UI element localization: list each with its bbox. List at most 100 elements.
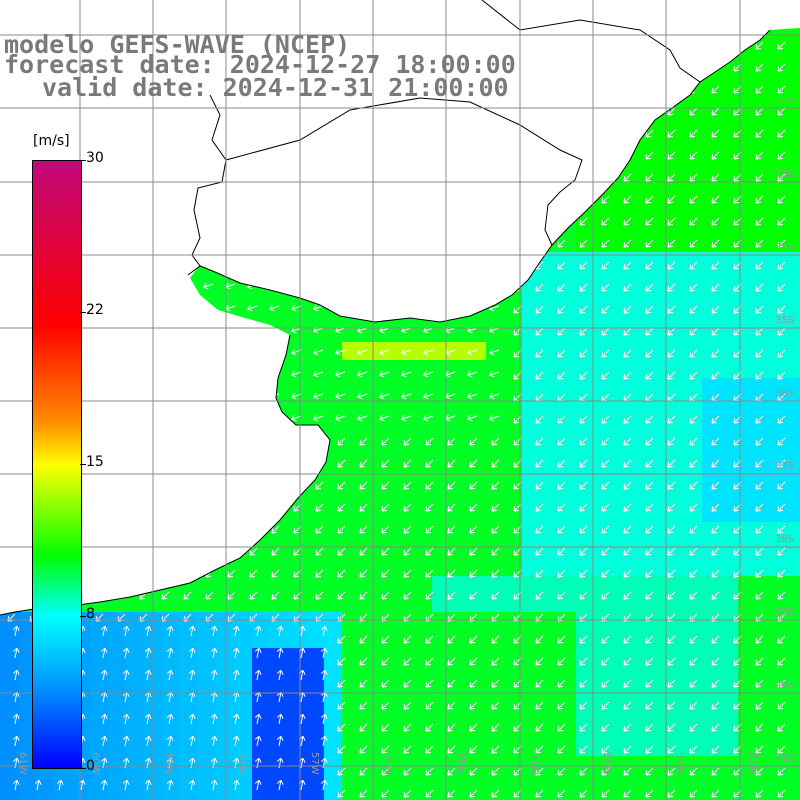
wind-speed-cell — [504, 594, 522, 612]
wind-speed-cell — [36, 774, 54, 792]
wind-vector — [247, 304, 258, 312]
wind-vector — [276, 713, 284, 725]
wind-speed-cell — [576, 396, 594, 414]
wind-speed-cell — [540, 720, 558, 738]
wind-speed-cell — [414, 414, 432, 432]
wind-speed-cell — [342, 756, 360, 774]
wind-speed-cell — [792, 144, 800, 162]
wind-vector — [359, 657, 368, 666]
wind-vector — [579, 327, 588, 336]
wind-vector — [491, 789, 500, 798]
wind-speed-cell — [360, 666, 378, 684]
wind-speed-cell — [666, 126, 684, 144]
wind-speed-cell — [576, 432, 594, 450]
wind-speed-cell — [792, 54, 800, 72]
wind-speed-cell — [450, 360, 468, 378]
wind-vector — [254, 735, 262, 747]
wind-vector — [379, 414, 390, 422]
wind-speed-cell — [342, 432, 360, 450]
wind-speed-cell — [612, 504, 630, 522]
wind-speed-cell — [486, 756, 504, 774]
wind-vector — [467, 414, 478, 422]
wind-speed-cell — [576, 216, 594, 234]
wind-vector — [777, 547, 786, 556]
wind-vector — [447, 525, 456, 534]
wind-speed-cell — [234, 666, 252, 684]
wind-speed-cell — [18, 612, 36, 630]
wind-speed-cell — [630, 234, 648, 252]
wind-vector — [403, 525, 412, 534]
wind-speed-cell — [702, 720, 720, 738]
wind-speed-cell — [756, 486, 774, 504]
wind-speed-cell — [792, 72, 800, 90]
wind-speed-cell — [270, 774, 288, 792]
wind-vector — [579, 459, 588, 468]
wind-speed-cell — [594, 252, 612, 270]
wind-vector — [447, 723, 456, 732]
wind-speed-cell — [306, 792, 324, 800]
wind-vector — [337, 635, 346, 644]
wind-speed-cell — [666, 612, 684, 630]
wind-speed-cell — [252, 594, 270, 612]
wind-speed-cell — [396, 450, 414, 468]
wind-vector — [777, 283, 786, 292]
wind-vector — [254, 779, 262, 791]
wind-speed-cell — [432, 324, 450, 342]
wind-vector — [689, 701, 698, 710]
wind-vector — [188, 779, 196, 791]
wind-vector — [315, 591, 324, 600]
wind-speed-cell — [288, 702, 306, 720]
wind-vector — [689, 679, 698, 688]
latitude-label: 41S — [775, 753, 794, 764]
wind-speed-cell — [648, 612, 666, 630]
longitude-label: 55W — [455, 752, 466, 775]
wind-vector — [313, 392, 324, 400]
wind-vector — [667, 129, 676, 138]
wind-speed-cell — [378, 774, 396, 792]
wind-speed-cell — [666, 432, 684, 450]
wind-speed-cell — [414, 432, 432, 450]
wind-speed-cell — [630, 504, 648, 522]
wind-speed-cell — [288, 648, 306, 666]
wind-vector — [689, 195, 698, 204]
wind-vector — [337, 723, 346, 732]
wind-speed-cell — [486, 486, 504, 504]
wind-speed-cell — [432, 558, 450, 576]
wind-speed-cell — [522, 612, 540, 630]
wind-speed-cell — [612, 342, 630, 360]
wind-vector — [535, 305, 544, 314]
wind-vector — [254, 625, 262, 637]
wind-speed-cell — [360, 630, 378, 648]
wind-speed-cell — [792, 756, 800, 774]
wind-speed-cell — [720, 558, 738, 576]
wind-speed-cell — [594, 540, 612, 558]
wind-speed-cell — [720, 378, 738, 396]
wind-speed-cell — [234, 738, 252, 756]
wind-speed-cell — [306, 774, 324, 792]
wind-vector — [755, 107, 764, 116]
wind-vector — [271, 525, 280, 534]
wind-vector — [645, 679, 654, 688]
wind-speed-cell — [378, 612, 396, 630]
wind-speed-cell — [522, 486, 540, 504]
wind-speed-cell — [738, 666, 756, 684]
wind-speed-cell — [468, 468, 486, 486]
wind-speed-cell — [702, 558, 720, 576]
wind-speed-cell — [558, 648, 576, 666]
wind-vector — [491, 569, 500, 578]
wind-speed-cell — [630, 648, 648, 666]
wind-vector — [711, 657, 720, 666]
wind-speed-cell — [630, 630, 648, 648]
wind-speed-cell — [558, 288, 576, 306]
wind-speed-cell — [612, 540, 630, 558]
wind-vector — [623, 459, 632, 468]
wind-speed-cell — [522, 792, 540, 800]
wind-speed-cell — [342, 342, 360, 360]
wind-speed-cell — [396, 648, 414, 666]
wind-speed-cell — [792, 90, 800, 108]
wind-speed-cell — [612, 252, 630, 270]
wind-speed-cell — [612, 414, 630, 432]
wind-vector — [381, 723, 390, 732]
wind-speed-cell — [288, 306, 306, 324]
